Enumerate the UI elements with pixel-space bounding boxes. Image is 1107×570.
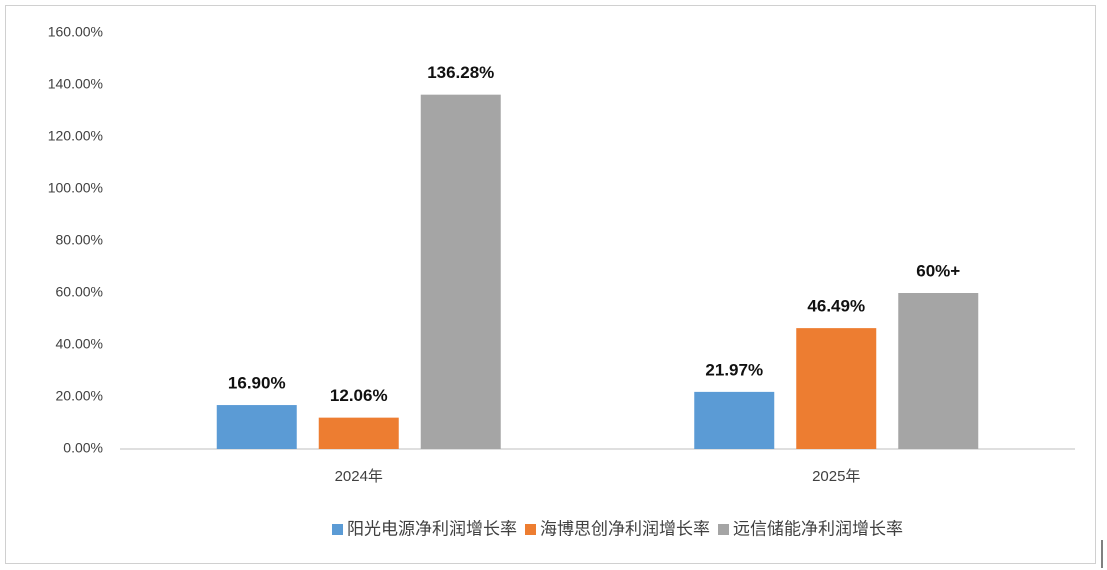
legend-label: 远信储能净利润增长率: [733, 519, 903, 538]
bar: [898, 293, 979, 449]
value-label: 16.90%: [228, 374, 286, 393]
legend-swatch: [332, 524, 343, 535]
bar: [216, 405, 297, 449]
bar: [796, 328, 877, 449]
chart-border: [5, 5, 1096, 564]
value-label: 46.49%: [807, 297, 865, 316]
legend-swatch: [718, 524, 729, 535]
x-tick-label: 2025年: [812, 468, 860, 485]
y-tick-label: 140.00%: [48, 76, 103, 92]
y-tick-label: 100.00%: [48, 180, 103, 196]
value-label: 21.97%: [705, 360, 763, 379]
legend-label: 阳光电源净利润增长率: [347, 519, 517, 538]
bar: [694, 391, 775, 449]
legend-label: 海博思创净利润增长率: [540, 519, 710, 538]
bar: [420, 94, 501, 449]
y-tick-label: 120.00%: [48, 128, 103, 144]
value-label: 12.06%: [330, 386, 388, 405]
legend-swatch: [525, 524, 536, 535]
y-tick-label: 0.00%: [63, 440, 103, 456]
y-tick-label: 60.00%: [56, 284, 103, 300]
y-tick-label: 160.00%: [48, 24, 103, 40]
value-label: 136.28%: [427, 63, 494, 82]
x-tick-label: 2024年: [335, 468, 383, 485]
value-label: 60%+: [916, 261, 960, 280]
y-tick-label: 20.00%: [56, 388, 103, 404]
y-tick-label: 80.00%: [56, 232, 103, 248]
bar: [318, 417, 399, 449]
y-tick-label: 40.00%: [56, 336, 103, 352]
